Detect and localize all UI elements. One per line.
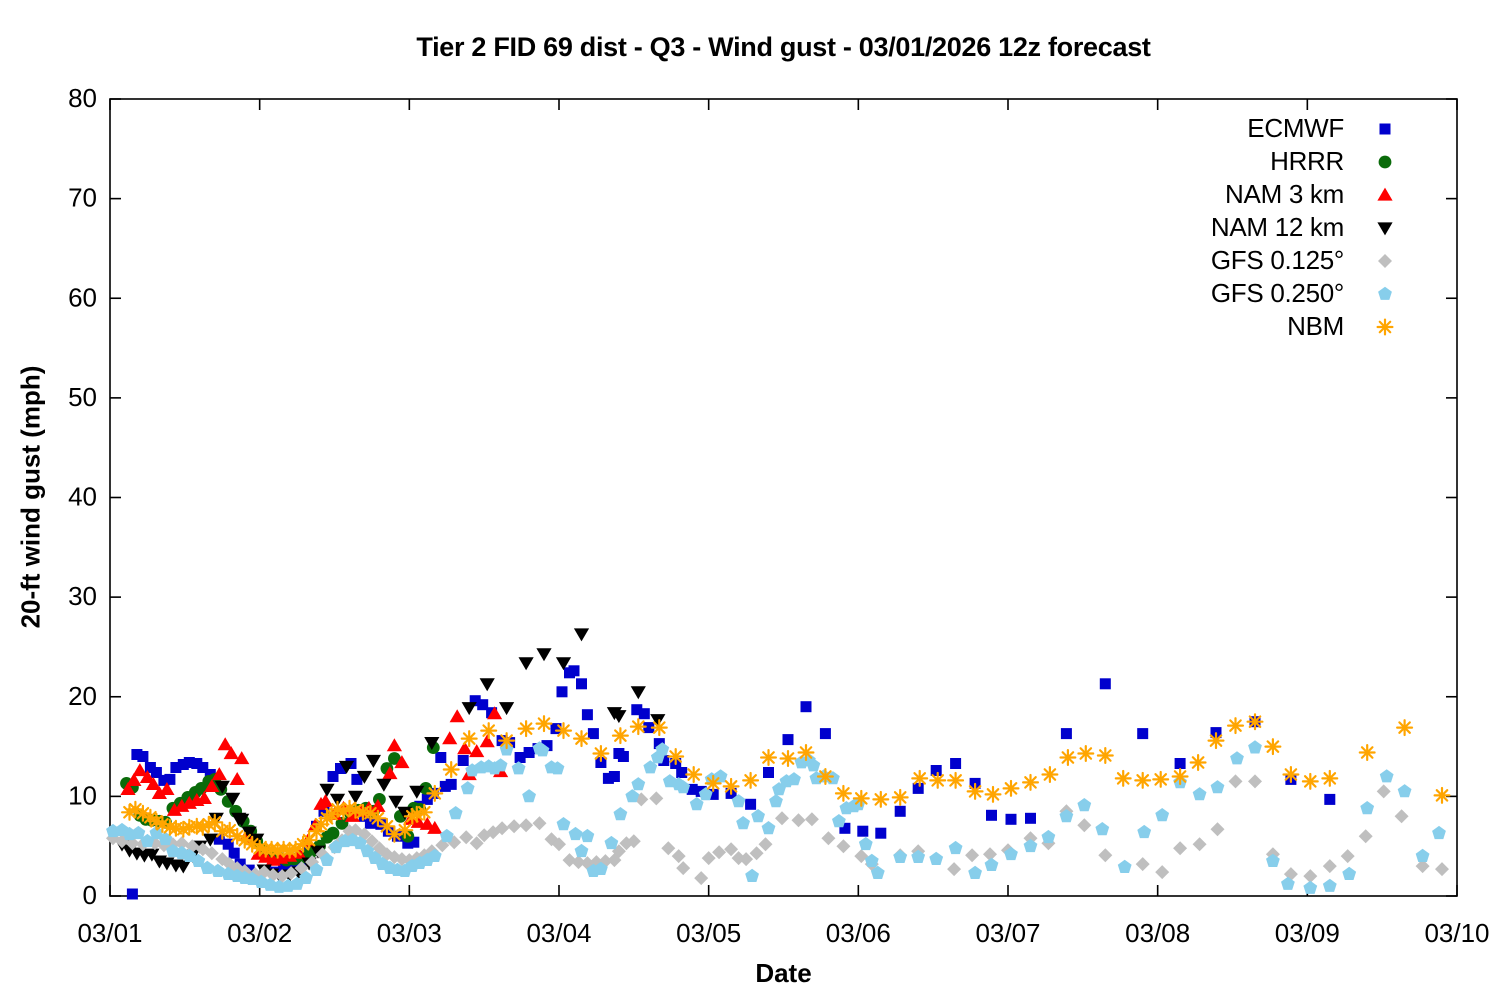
legend-item-nbm: NBM bbox=[1211, 310, 1398, 343]
legend-item-nam-12-km: NAM 12 km bbox=[1211, 211, 1398, 244]
legend-label: ECMWF bbox=[1247, 113, 1344, 143]
legend-label: GFS 0.250° bbox=[1210, 278, 1344, 308]
legend-label: NAM 12 km bbox=[1210, 212, 1344, 242]
y-tick-label: 0 bbox=[83, 880, 97, 910]
x-tick-label: 03/09 bbox=[1275, 918, 1340, 948]
y-tick-label: 70 bbox=[68, 183, 97, 213]
y-tick-label: 40 bbox=[68, 482, 97, 512]
legend-item-gfs-0-250: GFS 0.250° bbox=[1211, 277, 1398, 310]
gfs-0-250-marker-icon bbox=[1378, 286, 1392, 300]
x-tick-label: 03/02 bbox=[227, 918, 292, 948]
x-tick-label: 03/08 bbox=[1125, 918, 1190, 948]
x-tick-label: 03/05 bbox=[676, 918, 741, 948]
x-axis-title: Date bbox=[755, 958, 812, 988]
legend-label: HRRR bbox=[1270, 146, 1344, 176]
legend-item-hrrr: HRRR bbox=[1211, 145, 1398, 178]
legend-item-gfs-0-125: GFS 0.125° bbox=[1211, 244, 1398, 277]
legend-label: NAM 3 km bbox=[1225, 179, 1344, 209]
series-gfs-0-250 bbox=[106, 740, 1446, 894]
series-nbm bbox=[120, 713, 1451, 859]
axis-tick-labels: 03/01 03/02 03/03 03/04 03/05 03/06 03/07 03/08… bbox=[68, 83, 1489, 948]
x-tick-label: 03/06 bbox=[826, 918, 891, 948]
nbm-marker-icon bbox=[1376, 317, 1394, 335]
x-tick-label: 03/10 bbox=[1424, 918, 1489, 948]
nam-3-km-marker-icon bbox=[1377, 187, 1393, 201]
legend-label: NBM bbox=[1287, 311, 1344, 341]
axis-ticks bbox=[109, 98, 1458, 897]
legend-item-ecmwf: ECMWF bbox=[1211, 112, 1398, 145]
y-tick-label: 60 bbox=[68, 282, 97, 312]
chart-title: Tier 2 FID 69 dist - Q3 - Wind gust - 03… bbox=[416, 32, 1151, 62]
x-tick-label: 03/07 bbox=[975, 918, 1040, 948]
x-tick-label: 03/01 bbox=[77, 918, 142, 948]
gfs-0-125-marker-icon bbox=[1378, 253, 1392, 268]
y-tick-label: 80 bbox=[68, 83, 97, 113]
y-tick-label: 30 bbox=[68, 581, 97, 611]
y-tick-label: 20 bbox=[68, 681, 97, 711]
y-tick-label: 10 bbox=[68, 780, 97, 810]
nam-12-km-marker-icon bbox=[1377, 221, 1393, 235]
y-axis-title: 20-ft wind gust (mph) bbox=[15, 365, 46, 629]
hrrr-marker-icon bbox=[1378, 155, 1392, 168]
x-tick-label: 03/04 bbox=[526, 918, 591, 948]
legend-label: GFS 0.125° bbox=[1210, 245, 1344, 275]
legend: ECMWF HRRR NAM 3 km NAM 12 km GFS 0.125° GFS … bbox=[1211, 112, 1398, 343]
x-tick-label: 03/03 bbox=[377, 918, 442, 948]
ecmwf-marker-icon bbox=[1379, 123, 1391, 134]
y-tick-label: 50 bbox=[68, 382, 97, 412]
legend-item-nam-3-km: NAM 3 km bbox=[1211, 178, 1398, 211]
